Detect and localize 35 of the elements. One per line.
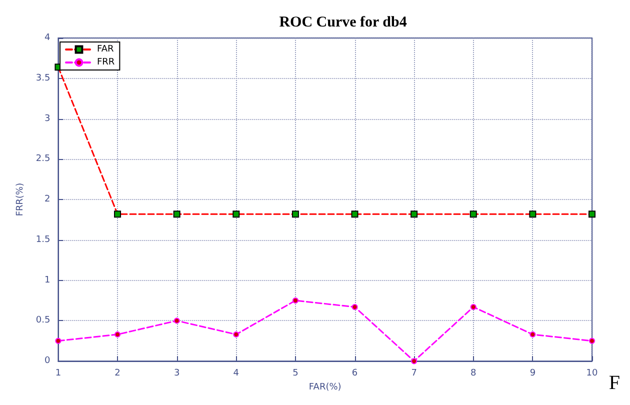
y-tick-label: 0.5 <box>36 316 50 326</box>
x-tick-label: 10 <box>586 368 598 379</box>
point <box>470 304 476 310</box>
chart-title: ROC Curve for db4 <box>279 14 408 30</box>
point <box>589 338 595 344</box>
point <box>114 331 121 338</box>
x-tick-label: 3 <box>174 368 180 379</box>
y-tick-label: 3.5 <box>36 73 50 84</box>
text: F <box>608 372 620 394</box>
y-tick-label: 1 <box>44 275 50 286</box>
y-axis-title: FRR(%) <box>16 182 26 216</box>
x-tick-label: 1 <box>55 368 62 379</box>
x-tick-label: 4 <box>233 368 240 379</box>
y-tick-label: 0 <box>44 356 50 366</box>
y-tick-label: 2 <box>44 194 50 205</box>
y-tick-label: 1.5 <box>36 234 50 245</box>
point <box>292 298 298 304</box>
x-tick-label: 8 <box>470 368 477 379</box>
point <box>55 338 62 344</box>
y-tick-label: 3 <box>44 114 50 124</box>
point <box>352 304 358 310</box>
x-tick-label: 2 <box>114 368 120 379</box>
x-axis-title: FAR(%) <box>308 382 342 392</box>
y-tick-label: 4 <box>44 33 50 43</box>
y-tick-label: 2.5 <box>36 154 50 164</box>
x-tick-label: 6 <box>352 368 358 379</box>
point <box>411 358 418 364</box>
point <box>174 318 180 324</box>
legend-label: FRR <box>97 58 115 68</box>
point <box>530 331 536 338</box>
legend-label: FAR <box>97 44 114 54</box>
point <box>233 331 240 338</box>
x-tick-label: 9 <box>530 368 536 379</box>
x-tick-label: 5 <box>292 368 298 379</box>
x-tick-label: 7 <box>411 368 417 379</box>
